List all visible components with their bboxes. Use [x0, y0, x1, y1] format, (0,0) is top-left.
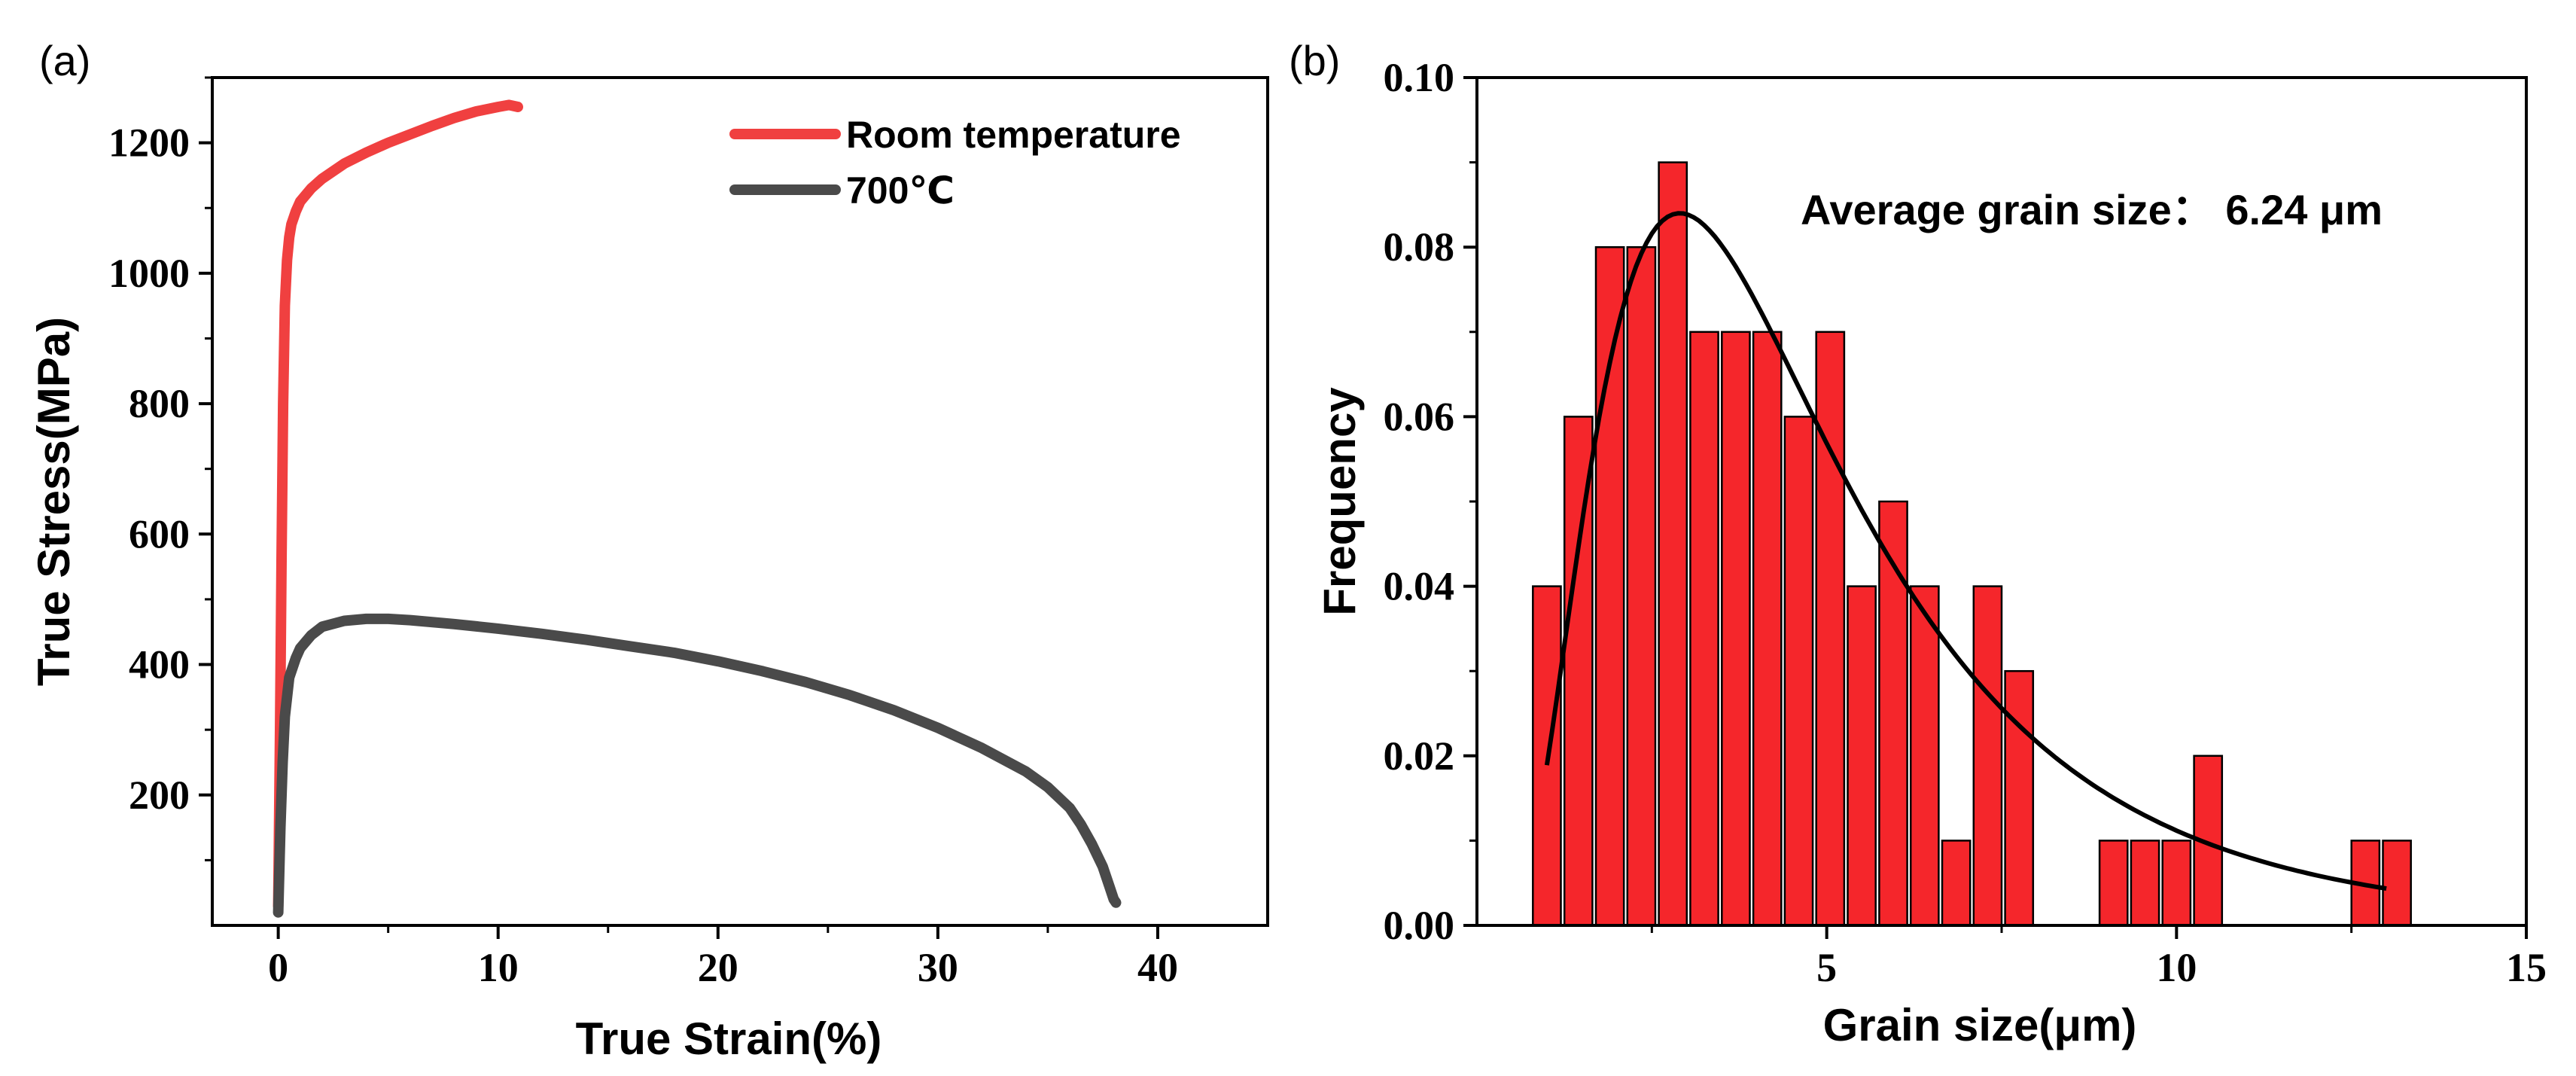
panel-a-x-ticks: 0 10 20 30 40 — [268, 925, 1178, 990]
x-tick-label: 10 — [478, 945, 519, 990]
x-tick-label: 5 — [1816, 945, 1837, 990]
x-tick-label: 30 — [918, 945, 958, 990]
panel-b-average-grain-size-annotation: Average grain size： 6.24 μm — [1801, 186, 2383, 233]
histogram-bar — [1752, 331, 1783, 927]
legend-label-room-temperature: Room temperature — [846, 114, 1181, 156]
panel-b-label: (b) — [1289, 37, 1340, 84]
x-tick-label: 15 — [2506, 945, 2547, 990]
panel-a-legend: Room temperature 700℃ — [729, 114, 1181, 212]
histogram-bar — [1941, 840, 1972, 927]
histogram-bar — [1594, 245, 1625, 927]
histogram-bar — [1909, 585, 1940, 927]
panel-a-x-axis-title: True Strain(%) — [576, 1014, 882, 1064]
histogram-bar — [2382, 840, 2412, 927]
y-tick-label: 0.08 — [1384, 224, 1455, 270]
panel-a-y-ticks: 200 400 600 800 1000 1200 — [108, 76, 212, 861]
histogram-bar — [2004, 669, 2035, 927]
panel-a-frame — [211, 76, 1269, 927]
y-tick-label: 0.10 — [1384, 55, 1455, 100]
histogram-bar — [1783, 416, 1814, 927]
x-tick-label: 20 — [698, 945, 738, 990]
y-tick-label: 0.06 — [1384, 394, 1455, 439]
x-tick-label: 10 — [2156, 945, 2197, 990]
panel-b-y-axis-title: Frequency — [1314, 387, 1365, 616]
x-tick-label: 0 — [268, 945, 288, 990]
panel-b-x-axis-title: Grain size(μm) — [1823, 1000, 2137, 1050]
panel-a-plot-area — [273, 99, 1122, 918]
histogram-bar — [2130, 840, 2160, 927]
y-tick-label: 1200 — [108, 120, 190, 166]
panel-b-y-ticks: 0.00 0.02 0.04 0.06 0.08 0.10 — [1384, 55, 1477, 948]
legend-label-700c: 700℃ — [846, 169, 955, 212]
lognormal-fit-curve — [1544, 211, 2387, 892]
histogram-bar — [1878, 500, 1908, 927]
y-tick-label: 0.00 — [1384, 903, 1455, 948]
panel-b-plot-area — [1532, 161, 2412, 927]
panel-b-x-ticks: 5 10 15 — [1650, 925, 2547, 990]
histogram-bar — [2161, 840, 2192, 927]
histogram-bar — [2098, 840, 2129, 927]
y-tick-label: 200 — [129, 773, 190, 818]
y-tick-label: 0.04 — [1384, 564, 1455, 609]
panel-a-label: (a) — [39, 37, 90, 84]
x-tick-label: 40 — [1137, 945, 1178, 990]
histogram-bar — [1847, 585, 1877, 927]
y-tick-label: 800 — [129, 381, 190, 426]
histogram-bar — [1626, 245, 1657, 927]
y-tick-label: 600 — [129, 511, 190, 556]
histogram-bar — [1689, 331, 1719, 927]
panel-a-stress-strain: (a) 0 10 20 30 40 200 400 600 800 1000 1200 True … — [29, 37, 1269, 1064]
panel-b-grain-size-histogram: (b) 5 10 15 0.00 0.02 0.04 0.06 0.08 0.10 Avera… — [1289, 37, 2547, 1050]
y-tick-label: 0.02 — [1384, 733, 1455, 779]
series-line-room-temperature — [273, 99, 523, 911]
histogram-bar — [1721, 331, 1751, 927]
histogram-bar — [1563, 416, 1594, 927]
y-tick-label: 400 — [129, 642, 190, 687]
histogram-bar — [1815, 331, 1846, 927]
y-tick-label: 1000 — [108, 251, 190, 296]
histogram-bar — [1658, 161, 1688, 927]
histogram-bar — [1972, 585, 2003, 927]
panel-a-y-axis-title: True Stress(MPa) — [29, 317, 79, 686]
series-line-700c — [273, 613, 1122, 918]
